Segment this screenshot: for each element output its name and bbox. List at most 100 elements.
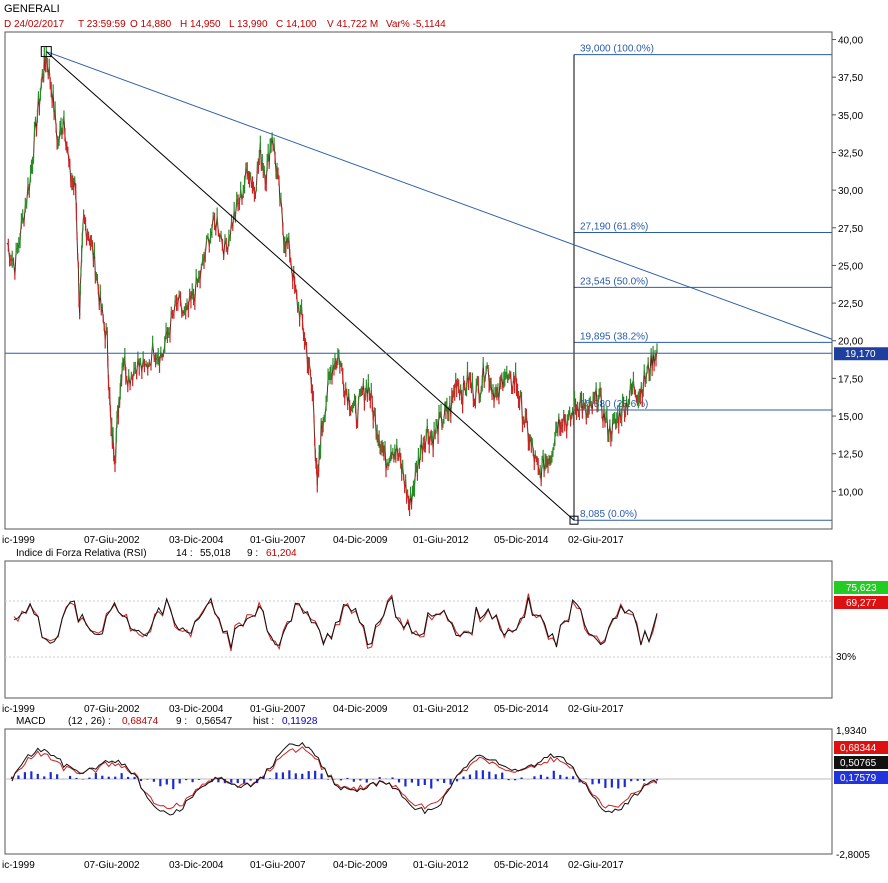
y-tick-label: 20,00 bbox=[838, 337, 863, 348]
rsi-tag2 bbox=[834, 596, 888, 609]
macd-line bbox=[11, 742, 658, 816]
diagonal-trendline[interactable] bbox=[45, 51, 575, 521]
x-tick-label: 02-Giu-2017 bbox=[568, 704, 624, 715]
x-tick-label: 01-Giu-2012 bbox=[413, 535, 469, 546]
macd-tag2 bbox=[834, 756, 888, 769]
last-price-marker: 19,170 bbox=[834, 347, 888, 361]
x-tick-label: 03-Dic-2004 bbox=[169, 535, 224, 546]
macd-signal-label: 9 : bbox=[176, 716, 187, 727]
ohlc-readout: D 24/02/2017 T 23:59:59 O 14,880 H 14,95… bbox=[4, 19, 446, 30]
macd-series bbox=[10, 742, 659, 816]
macd-tag1-text: 0,68344 bbox=[840, 743, 877, 754]
rsi-tag1-text: 75,623 bbox=[846, 583, 877, 594]
x-tick-label: 07-Giu-2002 bbox=[84, 860, 140, 871]
macd-bottom-label: -2,8005 bbox=[836, 850, 870, 861]
y-tick-label: 17,50 bbox=[838, 374, 863, 385]
x-tick-label: ic-1999 bbox=[2, 535, 35, 546]
fib-anchor-handle[interactable] bbox=[569, 515, 579, 525]
ohlc-var: Var% -5,1144 bbox=[386, 19, 446, 30]
x-tick-label: 04-Dic-2009 bbox=[333, 704, 388, 715]
x-tick-label: 05-Dic-2014 bbox=[494, 860, 549, 871]
rsi-x-axis: ic-1999 07-Giu-2002 03-Dic-2004 01-Giu-2007… bbox=[2, 704, 624, 715]
y-tick-label: 15,00 bbox=[838, 412, 863, 423]
price-y-axis: 40,00 37,50 35,00 32,50 30,00 27,50 25,00 22,50… bbox=[832, 36, 863, 498]
last-price-value: 19,170 bbox=[845, 349, 876, 360]
macd-tag2-text: 0,50765 bbox=[840, 758, 877, 769]
rsi-period1: 14 : bbox=[176, 548, 193, 559]
y-tick-label: 40,00 bbox=[838, 36, 863, 47]
x-tick-label: 01-Giu-2007 bbox=[250, 704, 306, 715]
fib-level-label: 8,085 (0.0%) bbox=[580, 509, 637, 520]
fib-level-label: 15,880 (23.6%) bbox=[580, 399, 648, 410]
x-tick-label: 02-Giu-2017 bbox=[568, 860, 624, 871]
x-tick-label: 03-Dic-2004 bbox=[169, 860, 224, 871]
symbol-title: GENERALI bbox=[4, 3, 60, 15]
x-tick-label: 04-Dic-2009 bbox=[333, 535, 388, 546]
x-tick-label: 03-Dic-2004 bbox=[169, 704, 224, 715]
x-tick-label: 05-Dic-2014 bbox=[494, 704, 549, 715]
rsi-level-label: 30% bbox=[836, 652, 856, 663]
macd-top-label: 1,9340 bbox=[836, 726, 867, 737]
x-tick-label: 07-Giu-2002 bbox=[84, 704, 140, 715]
price-x-axis: ic-1999 07-Giu-2002 03-Dic-2004 01-Giu-2007… bbox=[2, 535, 624, 546]
ohlc-time: T 23:59:59 bbox=[78, 19, 126, 30]
last-price-tag bbox=[834, 347, 888, 361]
macd-value1: 0,68474 bbox=[122, 716, 159, 727]
x-tick-label: ic-1999 bbox=[2, 704, 35, 715]
macd-value2: 0,56547 bbox=[196, 716, 233, 727]
x-tick-label: ic-1999 bbox=[2, 860, 35, 871]
trendlines[interactable] bbox=[5, 46, 833, 521]
price-panel[interactable] bbox=[4, 31, 833, 530]
y-tick-label: 37,50 bbox=[838, 73, 863, 84]
y-tick-label: 27,50 bbox=[838, 224, 863, 235]
trendline-handle[interactable] bbox=[40, 46, 52, 58]
x-tick-label: 01-Giu-2007 bbox=[250, 860, 306, 871]
rsi-value1: 55,018 bbox=[200, 548, 231, 559]
ohlc-date: D 24/02/2017 bbox=[4, 19, 64, 30]
ohlc-close: C 14,100 bbox=[276, 19, 317, 30]
y-tick-label: 25,00 bbox=[838, 261, 863, 272]
macd-tag3 bbox=[834, 771, 888, 784]
macd-tag3-text: 0,17579 bbox=[840, 773, 877, 784]
price-series bbox=[6, 46, 658, 516]
rsi-period2: 9 : bbox=[247, 548, 258, 559]
resistance-trendline[interactable] bbox=[46, 51, 833, 340]
ohlc-low: L 13,990 bbox=[229, 19, 268, 30]
x-tick-label: 04-Dic-2009 bbox=[333, 860, 388, 871]
ohlc-volume: V 41,722 M bbox=[327, 19, 378, 30]
macd-x-axis: ic-1999 07-Giu-2002 03-Dic-2004 01-Giu-2007… bbox=[2, 860, 624, 871]
rsi-title: Indice di Forza Relativa (RSI) bbox=[16, 548, 147, 559]
macd-title: MACD bbox=[16, 716, 45, 727]
rsi-value2: 61,204 bbox=[266, 548, 297, 559]
fib-level-label: 19,895 (38.2%) bbox=[580, 331, 648, 342]
macd-value3: 0,11928 bbox=[282, 716, 318, 727]
macd-panel[interactable] bbox=[4, 728, 833, 855]
y-tick-label: 22,50 bbox=[838, 299, 863, 310]
y-tick-label: 30,00 bbox=[838, 186, 863, 197]
x-tick-label: 07-Giu-2002 bbox=[84, 535, 140, 546]
y-tick-label: 10,00 bbox=[838, 487, 863, 498]
rsi-tag1 bbox=[834, 581, 888, 594]
fib-level-label: 39,000 (100.0%) bbox=[580, 44, 654, 55]
y-tick-label: 35,00 bbox=[838, 111, 863, 122]
rsi-tag2-text: 69,277 bbox=[846, 598, 877, 609]
rsi-line-14 bbox=[13, 596, 658, 648]
macd-tag1 bbox=[834, 741, 888, 754]
macd-hist-label: hist : bbox=[253, 716, 274, 727]
fib-level-label: 23,545 (50.0%) bbox=[580, 276, 648, 287]
y-tick-label: 32,50 bbox=[838, 148, 863, 159]
x-tick-label: 01-Giu-2012 bbox=[413, 860, 469, 871]
macd-params: (12 , 26) : bbox=[68, 716, 111, 727]
rsi-series bbox=[13, 593, 658, 652]
fibonacci-retracement[interactable]: 39,000 (100.0%) 27,190 (61.8%) 23,545 (50.… bbox=[569, 44, 832, 525]
x-tick-label: 01-Giu-2012 bbox=[413, 704, 469, 715]
x-tick-label: 02-Giu-2017 bbox=[568, 535, 624, 546]
fib-level-label: 27,190 (61.8%) bbox=[580, 221, 648, 232]
y-tick-label: 12,50 bbox=[838, 450, 863, 461]
x-tick-label: 05-Dic-2014 bbox=[494, 535, 549, 546]
x-tick-label: 01-Giu-2007 bbox=[250, 535, 306, 546]
ohlc-open: O 14,880 bbox=[130, 19, 172, 30]
rsi-panel[interactable] bbox=[4, 560, 833, 699]
ohlc-high: H 14,950 bbox=[180, 19, 221, 30]
